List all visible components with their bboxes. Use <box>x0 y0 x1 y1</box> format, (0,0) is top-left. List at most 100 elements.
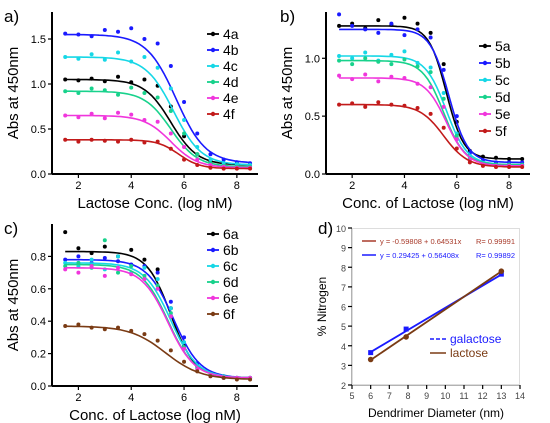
data-point <box>155 65 160 70</box>
data-point <box>129 272 134 277</box>
legend-label: 4d <box>223 74 239 90</box>
data-point <box>76 254 81 259</box>
data-point <box>337 23 342 28</box>
fit-curve <box>339 28 523 164</box>
data-point <box>415 27 420 32</box>
data-point <box>76 56 81 61</box>
data-point <box>142 55 147 59</box>
data-point <box>368 350 374 356</box>
data-point <box>142 37 147 41</box>
data-point <box>389 102 394 107</box>
data-point <box>116 325 121 330</box>
data-point <box>142 91 147 95</box>
data-point <box>63 137 68 142</box>
data-point <box>389 52 394 57</box>
legend-marker <box>210 231 216 237</box>
legend-label: galactose <box>450 332 502 346</box>
legend-label: 4e <box>223 90 239 106</box>
r-value: R= 0.99991 <box>476 237 515 246</box>
legend-label: 6a <box>223 226 239 242</box>
y-tick-label: 1.0 <box>305 53 320 65</box>
data-point <box>441 91 446 95</box>
legend-marker <box>482 60 488 66</box>
data-point <box>89 111 94 116</box>
data-point <box>116 110 121 115</box>
data-point <box>89 34 94 39</box>
data-point <box>234 377 239 382</box>
data-point <box>208 165 213 170</box>
x-tick-label: 4 <box>401 180 407 192</box>
data-point <box>182 131 187 136</box>
legend-marker <box>210 95 216 101</box>
legend-label: 6e <box>223 290 239 306</box>
data-point <box>129 26 134 31</box>
data-point <box>337 58 342 63</box>
data-point <box>168 86 173 91</box>
series-4b: 4b <box>63 26 253 166</box>
y-axis-title: Abs at 450nm <box>5 47 22 140</box>
data-point <box>168 131 173 136</box>
data-point <box>89 264 94 269</box>
data-point <box>454 133 459 138</box>
data-point <box>415 60 420 65</box>
chart-panel-4: d) 5 6 7 8 9 10 11 12 13 14 2 3 4 5 6 7 8 9 10 Dendrimer Dia… <box>315 219 525 420</box>
chart-panel-1: a) 2 4 6 8 0.0 0.5 1.0 1.5 Lactose Conc. (log nM)… <box>4 7 258 212</box>
data-point <box>428 30 433 35</box>
data-point <box>208 152 213 157</box>
x-tick-label: 8 <box>234 392 240 404</box>
legend-label: 5f <box>495 123 507 139</box>
legend-marker <box>482 111 488 117</box>
data-point <box>428 35 433 40</box>
data-point <box>403 326 409 332</box>
legend-marker <box>210 279 216 285</box>
fit-curve <box>339 77 523 167</box>
x-tick-label: 2 <box>75 180 81 192</box>
data-point <box>129 328 134 333</box>
fit-curve <box>65 56 251 166</box>
series-5b: 5b <box>337 12 525 165</box>
data-point <box>363 27 368 32</box>
panel-label: a) <box>4 7 19 26</box>
data-point <box>89 257 94 262</box>
data-point <box>441 104 446 109</box>
regression-line <box>370 270 502 361</box>
equation-text: y = -0.59808 + 0.64531x <box>380 237 462 246</box>
series-4f: 4f <box>63 106 253 171</box>
series-5e: 5e <box>337 72 525 168</box>
data-point <box>129 85 134 90</box>
y-tick-label: 10 <box>336 224 346 234</box>
data-point <box>155 338 160 343</box>
data-point <box>428 85 433 90</box>
data-point <box>142 265 147 270</box>
data-point <box>142 118 147 122</box>
data-point <box>89 325 94 330</box>
data-point <box>129 247 134 252</box>
data-point <box>76 78 81 83</box>
series-lactose: lactose <box>367 268 505 363</box>
data-point <box>76 270 81 275</box>
legend-marker <box>482 128 488 134</box>
data-point <box>89 251 94 256</box>
data-point <box>182 359 187 364</box>
data-point <box>350 62 355 67</box>
data-point <box>389 21 394 26</box>
data-point <box>102 79 107 84</box>
data-point <box>155 286 160 291</box>
legend-label: 4f <box>223 106 235 122</box>
data-point <box>402 49 407 54</box>
data-point <box>116 254 121 259</box>
data-point <box>182 100 187 104</box>
data-point <box>116 29 121 34</box>
y-tick-label: 3 <box>341 361 346 371</box>
data-point <box>63 257 68 262</box>
data-point <box>102 273 107 278</box>
data-point <box>520 156 525 161</box>
y-axis-title: % Nitrogen <box>315 277 329 336</box>
data-point <box>155 139 160 144</box>
data-point <box>76 91 81 95</box>
series-5f: 5f <box>337 100 525 170</box>
legend-label: 5e <box>495 106 511 122</box>
data-point <box>89 76 94 81</box>
legend-marker <box>210 31 216 37</box>
data-point <box>155 270 160 275</box>
